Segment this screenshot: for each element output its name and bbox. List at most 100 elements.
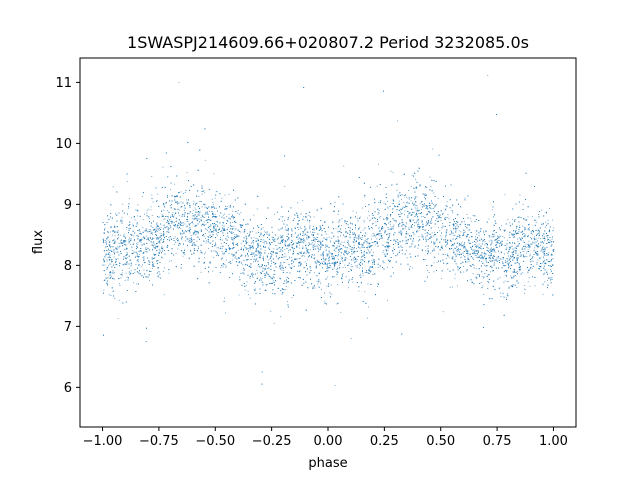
data-point [508, 265, 509, 266]
data-point [367, 248, 369, 250]
data-point [377, 209, 378, 211]
data-point [414, 245, 416, 247]
data-point [328, 260, 330, 262]
data-point [196, 211, 198, 213]
data-point [155, 246, 157, 248]
data-point [378, 210, 380, 211]
data-point [347, 253, 349, 255]
data-point [184, 213, 186, 215]
data-point [341, 225, 343, 226]
data-point [490, 236, 492, 238]
data-point [152, 227, 154, 228]
data-point [519, 270, 521, 272]
data-point [497, 247, 498, 248]
data-point [444, 209, 446, 211]
data-point [314, 243, 316, 245]
data-point [233, 246, 235, 248]
data-point [320, 283, 321, 285]
data-point [538, 237, 540, 239]
data-point [163, 209, 165, 211]
data-point [187, 202, 189, 203]
data-point [223, 214, 224, 216]
data-point [126, 257, 128, 258]
data-point [170, 227, 172, 228]
data-point [470, 220, 472, 222]
data-point [110, 231, 112, 233]
data-point [247, 254, 248, 255]
data-point [343, 241, 345, 243]
data-point [118, 236, 119, 238]
data-point [281, 237, 283, 238]
data-point [509, 258, 511, 260]
data-point [354, 262, 356, 264]
data-point [542, 238, 544, 239]
data-point [552, 254, 554, 256]
data-point [393, 224, 395, 226]
data-point [392, 253, 394, 254]
data-point [237, 250, 239, 251]
data-point [246, 248, 247, 250]
data-point [170, 204, 171, 206]
data-point [473, 259, 474, 261]
data-point [264, 242, 265, 244]
data-point [387, 214, 389, 216]
data-point [489, 266, 491, 267]
data-point [535, 230, 537, 231]
data-point [522, 225, 524, 227]
data-point [104, 227, 106, 229]
data-point [464, 226, 466, 227]
data-point [173, 214, 175, 216]
data-point [339, 264, 340, 266]
data-point [153, 253, 155, 255]
data-point [502, 258, 504, 260]
data-point [462, 245, 464, 247]
data-point [538, 246, 540, 248]
data-point [363, 220, 365, 222]
data-point [220, 243, 222, 245]
data-point [213, 226, 214, 228]
data-point [311, 234, 313, 235]
data-point [252, 242, 254, 244]
data-point [211, 207, 213, 209]
data-point [258, 244, 259, 246]
data-point [415, 205, 417, 206]
data-point [246, 239, 247, 241]
data-point [344, 264, 346, 266]
data-point [358, 241, 360, 243]
data-point [519, 267, 521, 268]
data-point [540, 266, 542, 267]
data-point [225, 264, 227, 266]
data-point [271, 263, 272, 264]
data-point [330, 240, 331, 242]
data-point [321, 261, 323, 263]
data-point [196, 240, 198, 242]
data-point [482, 241, 484, 243]
data-point [157, 276, 159, 278]
data-point [400, 213, 402, 215]
data-point [488, 240, 490, 242]
data-point [290, 267, 292, 269]
data-point [326, 253, 328, 255]
data-point [488, 257, 490, 259]
data-point [187, 220, 189, 222]
data-point [326, 237, 328, 239]
data-point [283, 270, 285, 271]
data-point [205, 251, 206, 253]
data-point [371, 260, 373, 262]
data-point [329, 255, 330, 257]
data-point [452, 249, 454, 251]
data-point [128, 267, 130, 269]
data-point [108, 239, 110, 241]
data-point [506, 247, 508, 249]
data-point [436, 262, 438, 263]
data-point [303, 234, 305, 236]
data-point [430, 221, 432, 223]
data-point [195, 208, 197, 210]
data-point [340, 235, 341, 237]
data-point [317, 251, 319, 252]
data-point [239, 276, 240, 278]
data-point [529, 269, 530, 271]
data-point [446, 263, 448, 265]
data-point [455, 253, 457, 255]
data-point [458, 266, 459, 268]
